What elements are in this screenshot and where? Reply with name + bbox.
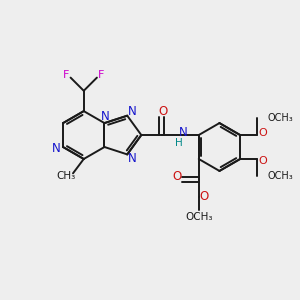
Text: O: O bbox=[200, 190, 209, 203]
Text: N: N bbox=[128, 152, 137, 165]
Text: O: O bbox=[258, 128, 267, 138]
Text: N: N bbox=[100, 110, 109, 123]
Text: F: F bbox=[63, 70, 69, 80]
Text: O: O bbox=[258, 156, 267, 167]
Text: OCH₃: OCH₃ bbox=[268, 113, 294, 123]
Text: N: N bbox=[179, 126, 188, 139]
Text: OCH₃: OCH₃ bbox=[185, 212, 212, 222]
Text: F: F bbox=[98, 70, 105, 80]
Text: N: N bbox=[52, 142, 61, 155]
Text: OCH₃: OCH₃ bbox=[268, 171, 294, 181]
Text: CH₃: CH₃ bbox=[57, 171, 76, 181]
Text: O: O bbox=[172, 170, 182, 183]
Text: O: O bbox=[158, 105, 168, 118]
Text: N: N bbox=[128, 105, 137, 118]
Text: H: H bbox=[175, 138, 183, 148]
